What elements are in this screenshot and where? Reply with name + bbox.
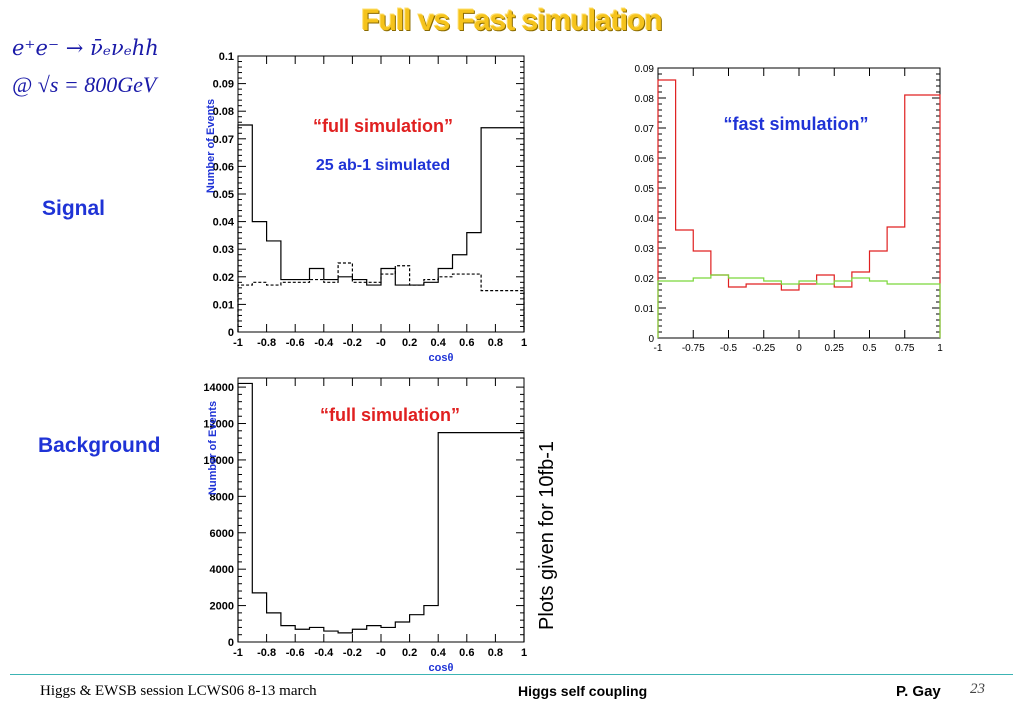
- process-formula: e⁺e⁻ → ν̄ₑνₑhh: [12, 36, 159, 60]
- x-tick-label: -0.8: [257, 647, 276, 659]
- y-tick-label: 0: [228, 637, 234, 649]
- y-tick-label: 0.09: [635, 64, 655, 75]
- footer-session: Higgs & EWSB session LCWS06 8-13 march: [40, 683, 317, 699]
- x-tick-label: -0.2: [343, 647, 362, 659]
- x-tick-label: -0.25: [752, 343, 775, 354]
- y-tick-label: 2000: [210, 601, 234, 613]
- x-axis-label: cosθ: [429, 662, 454, 674]
- x-tick-label: -0: [376, 337, 386, 349]
- chart-fast-signal: 0 0.01 0.02 0.03 0.04 0.05 0.06 0.07 0.08 0.09 -1 -…: [635, 64, 944, 354]
- footer-topic: Higgs self coupling: [518, 683, 648, 699]
- y-tick-label: 0.06: [213, 161, 234, 173]
- y-tick-label: 0.09: [213, 79, 234, 91]
- x-tick-label: 1: [937, 343, 943, 354]
- histogram-series-1: [237, 382, 525, 642]
- x-tick-label: 0.6: [459, 337, 474, 349]
- x-tick-label: -0.8: [257, 337, 276, 349]
- y-tick-label: 4000: [210, 564, 234, 576]
- footer-page-number: 23: [970, 681, 985, 697]
- x-tick-label: 0.25: [825, 343, 845, 354]
- x-tick-label: 0.2: [402, 647, 417, 659]
- histogram-series-1: [657, 79, 941, 338]
- chart-full-background: 0 2000 4000 6000 8000 10000 12000 14000 -1 -0.8 -0…: [203, 377, 527, 674]
- y-tick-label: 0: [228, 327, 234, 339]
- y-tick-label: 0.03: [635, 244, 655, 255]
- y-tick-label: 0.06: [635, 154, 655, 165]
- plot-annotation: “full simulation”: [313, 116, 453, 136]
- y-tick-label: 0.02: [213, 272, 234, 284]
- chart-full-signal: 0 0.01 0.02 0.03 0.04 0.05 0.06 0.07 0.08 0.09 0.1…: [205, 51, 527, 364]
- y-tick-label: 0.1: [219, 51, 234, 63]
- y-tick-label: 0.02: [635, 274, 655, 285]
- x-tick-label: -0.2: [343, 337, 362, 349]
- plots-note: Plots given for 10fb-1: [536, 441, 558, 630]
- y-tick-label: 0.04: [635, 214, 655, 225]
- x-tick-label: 0.8: [488, 337, 503, 349]
- y-tick-label: 0.07: [635, 124, 655, 135]
- y-axis-label: Number of Events: [207, 401, 219, 495]
- y-tick-label: 0.08: [635, 94, 655, 105]
- footer-divider: [10, 674, 1013, 675]
- footer-author: P. Gay: [896, 683, 941, 700]
- signal-label: Signal: [42, 197, 106, 220]
- x-tick-label: 0.6: [459, 647, 474, 659]
- y-tick-label: 0.05: [635, 184, 655, 195]
- x-tick-label: 0: [796, 343, 802, 354]
- plot-annotation: “fast simulation”: [723, 114, 868, 134]
- y-tick-label: 10000: [203, 455, 234, 467]
- x-tick-label: 1: [521, 647, 527, 659]
- x-tick-label: -0.6: [286, 337, 305, 349]
- x-tick-label: -0.75: [682, 343, 705, 354]
- x-tick-label: 0.4: [431, 647, 447, 659]
- y-tick-label: 6000: [210, 528, 234, 540]
- x-tick-label: -0.4: [314, 647, 334, 659]
- x-tick-label: -0.5: [720, 343, 738, 354]
- x-tick-label: -0: [376, 647, 386, 659]
- y-tick-label: 0: [648, 334, 654, 345]
- slide-title: Full vs Fast simulation: [361, 4, 662, 37]
- x-tick-label: -1: [233, 647, 243, 659]
- x-tick-label: 0.8: [488, 647, 503, 659]
- y-axis-label: Number of Events: [205, 99, 217, 193]
- x-tick-label: -1: [654, 343, 663, 354]
- x-tick-label: 0.4: [431, 337, 447, 349]
- y-tick-label: 0.05: [213, 189, 234, 201]
- y-tick-label: 0.08: [213, 106, 234, 118]
- y-tick-label: 0.03: [213, 244, 234, 256]
- x-tick-label: 0.2: [402, 337, 417, 349]
- y-tick-label: 14000: [203, 382, 234, 394]
- plot-annotation-secondary: 25 ab-1 simulated: [316, 157, 450, 174]
- x-tick-label: 0.5: [863, 343, 877, 354]
- energy-label: @ √s = 800GeV: [12, 72, 157, 97]
- y-tick-label: 0.04: [213, 217, 235, 229]
- y-tick-label: 12000: [203, 419, 234, 431]
- y-tick-label: 8000: [210, 491, 234, 503]
- x-tick-label: -1: [233, 337, 243, 349]
- plot-annotation: “full simulation”: [320, 405, 460, 425]
- plot-frame: [237, 55, 525, 333]
- x-tick-label: -0.4: [314, 337, 334, 349]
- y-tick-label: 0.07: [213, 134, 234, 146]
- background-label: Background: [38, 434, 161, 457]
- x-tick-label: -0.6: [286, 647, 305, 659]
- plot-frame: [657, 67, 941, 339]
- y-tick-label: 0.01: [635, 304, 655, 315]
- x-tick-label: 1: [521, 337, 527, 349]
- x-tick-label: 0.75: [895, 343, 915, 354]
- x-axis-label: cosθ: [429, 352, 454, 364]
- y-tick-label: 0.01: [213, 299, 234, 311]
- histogram-series-1: [237, 124, 525, 332]
- histogram-series-2: [657, 274, 941, 338]
- histogram-series-2: [237, 262, 525, 332]
